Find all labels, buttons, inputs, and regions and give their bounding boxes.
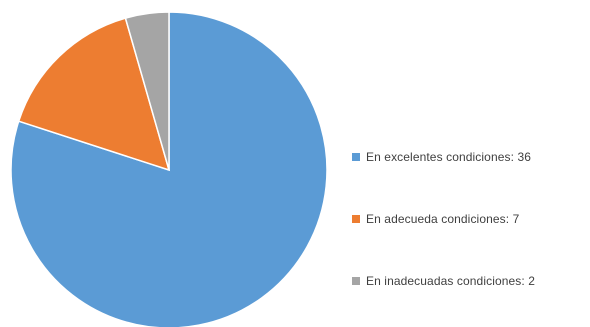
legend-swatch-adecuada xyxy=(352,215,360,223)
pie-slice-adecuada xyxy=(17,17,171,172)
pie-plot-area xyxy=(10,11,328,327)
pie-slice-excelentes xyxy=(10,11,328,327)
legend-swatch-inadecuadas xyxy=(352,277,360,285)
legend-label-excelentes: En excelentes condiciones: 36 xyxy=(366,150,532,164)
legend-label-adecuada: En adecueda condiciones: 7 xyxy=(366,212,520,226)
legend-item-excelentes: En excelentes condiciones: 36 xyxy=(352,150,531,164)
legend-swatch-excelentes xyxy=(352,153,360,161)
legend-item-adecuada: En adecueda condiciones: 7 xyxy=(352,212,519,226)
legend-item-inadecuadas: En inadecuadas condiciones: 2 xyxy=(352,274,535,288)
legend-label-inadecuadas: En inadecuadas condiciones: 2 xyxy=(366,274,536,288)
pie-slice-inadecuadas xyxy=(124,11,170,171)
